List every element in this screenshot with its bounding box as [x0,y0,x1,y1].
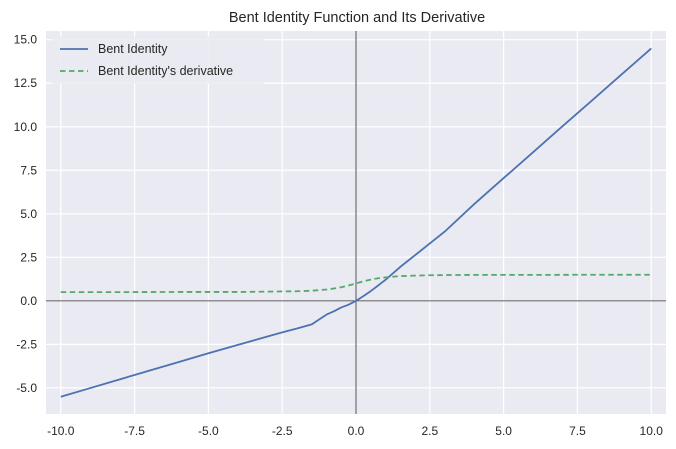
y-tick-label-8: 15.0 [14,33,38,47]
series-line-0 [60,47,652,398]
x-tick-label-1: -7.5 [124,424,145,438]
x-tick-label-7: 7.5 [569,424,586,438]
y-axis-ticks: -5.0 -2.5 0.0 2.5 5.0 7.5 10.0 12.5 15.0 [14,33,38,395]
x-tick-label-8: 10.0 [640,424,664,438]
y-tick-label-0: -5.0 [16,381,37,395]
y-tick-label-2: 0.0 [20,294,37,308]
x-tick-label-0: -10.0 [47,424,75,438]
x-tick-label-5: 2.5 [421,424,438,438]
x-tick-label-3: -2.5 [272,424,293,438]
x-axis-ticks: -10.0 -7.5 -5.0 -2.5 0.0 2.5 5.0 7.5 10.0 [47,424,663,438]
legend-label-derivative: Bent Identity's derivative [98,64,233,78]
legend-label-bent-identity: Bent Identity [98,42,168,56]
chart-title: Bent Identity Function and Its Derivativ… [229,10,485,26]
x-tick-label-6: 5.0 [495,424,512,438]
y-tick-label-5: 7.5 [20,163,37,177]
series-layer [60,47,652,398]
legend-box [52,36,264,84]
legend: Bent Identity Bent Identity's derivative [52,36,264,84]
x-tick-label-4: 0.0 [348,424,365,438]
y-tick-label-4: 5.0 [20,207,37,221]
x-tick-label-2: -5.0 [198,424,219,438]
y-tick-label-6: 10.0 [14,120,38,134]
y-tick-label-1: -2.5 [16,337,37,351]
y-tick-label-3: 2.5 [20,250,37,264]
y-tick-label-7: 12.5 [14,76,38,90]
